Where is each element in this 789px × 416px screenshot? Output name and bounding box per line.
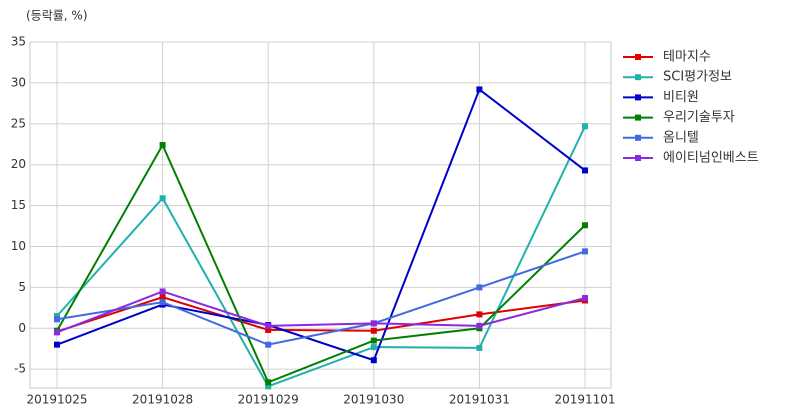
point-marker (476, 86, 483, 93)
point-marker (54, 329, 60, 336)
point-marker (54, 313, 60, 320)
point-marker (582, 295, 588, 302)
legend-marker (635, 54, 641, 60)
point-marker (582, 248, 588, 255)
point-marker (370, 344, 377, 351)
y-tick-label: -5 (14, 362, 26, 376)
y-tick-label: 15 (11, 198, 26, 212)
point-marker (265, 326, 272, 333)
legend-label: SCI평가정보 (663, 70, 732, 85)
y-tick-label: 25 (11, 116, 26, 130)
point-marker (370, 327, 377, 334)
point-marker (265, 341, 272, 348)
legend-marker (635, 134, 641, 141)
point-marker (476, 311, 483, 318)
y-tick-label: 5 (18, 280, 26, 294)
legend-label: 테마지수 (663, 50, 711, 65)
point-marker (265, 322, 272, 329)
series-line (56, 87, 586, 362)
point-marker (370, 337, 377, 344)
legend-label: 에이티넘인베스트 (663, 151, 759, 166)
y-axis-label: (등락률, %) (26, 9, 88, 23)
x-tick-label: 20191028 (132, 393, 193, 407)
y-tick-label: 10 (11, 239, 26, 253)
point-marker (265, 383, 272, 390)
series-line (56, 142, 586, 384)
point-marker (159, 294, 166, 301)
point-marker (582, 222, 588, 229)
series-line (56, 125, 586, 388)
legend-label: 옴니텔 (663, 130, 699, 145)
x-tick-label: 20191029 (238, 393, 299, 407)
point-marker (476, 322, 483, 329)
y-tick-label: 20 (11, 157, 26, 171)
point-marker (582, 167, 588, 174)
point-marker (159, 195, 166, 202)
series-line (56, 250, 586, 346)
point-marker (370, 357, 377, 364)
x-tick-label: 20191101 (554, 393, 615, 407)
x-tick-label: 20191031 (449, 393, 510, 407)
point-marker (582, 123, 588, 130)
legend-marker (635, 94, 641, 101)
x-tick-label: 20191030 (343, 393, 404, 407)
point-marker (54, 316, 60, 323)
legend-marker (635, 114, 641, 121)
legend-marker (635, 74, 641, 81)
y-tick-label: 0 (18, 321, 26, 335)
point-marker (54, 341, 60, 348)
legend-label: 우리기술투자 (663, 110, 735, 125)
point-marker (159, 288, 166, 295)
y-tick-label: 35 (11, 35, 26, 49)
legend-marker (635, 155, 641, 161)
point-marker (159, 299, 166, 306)
point-marker (265, 379, 272, 386)
point-marker (476, 344, 483, 351)
x-tick-label: 20191025 (26, 393, 87, 407)
series-line (56, 290, 586, 334)
point-marker (159, 142, 166, 149)
point-marker (370, 320, 377, 327)
legend-label: 비티원 (663, 90, 699, 105)
plot-area (29, 41, 612, 389)
point-marker (476, 284, 483, 291)
y-tick-label: 30 (11, 75, 26, 89)
